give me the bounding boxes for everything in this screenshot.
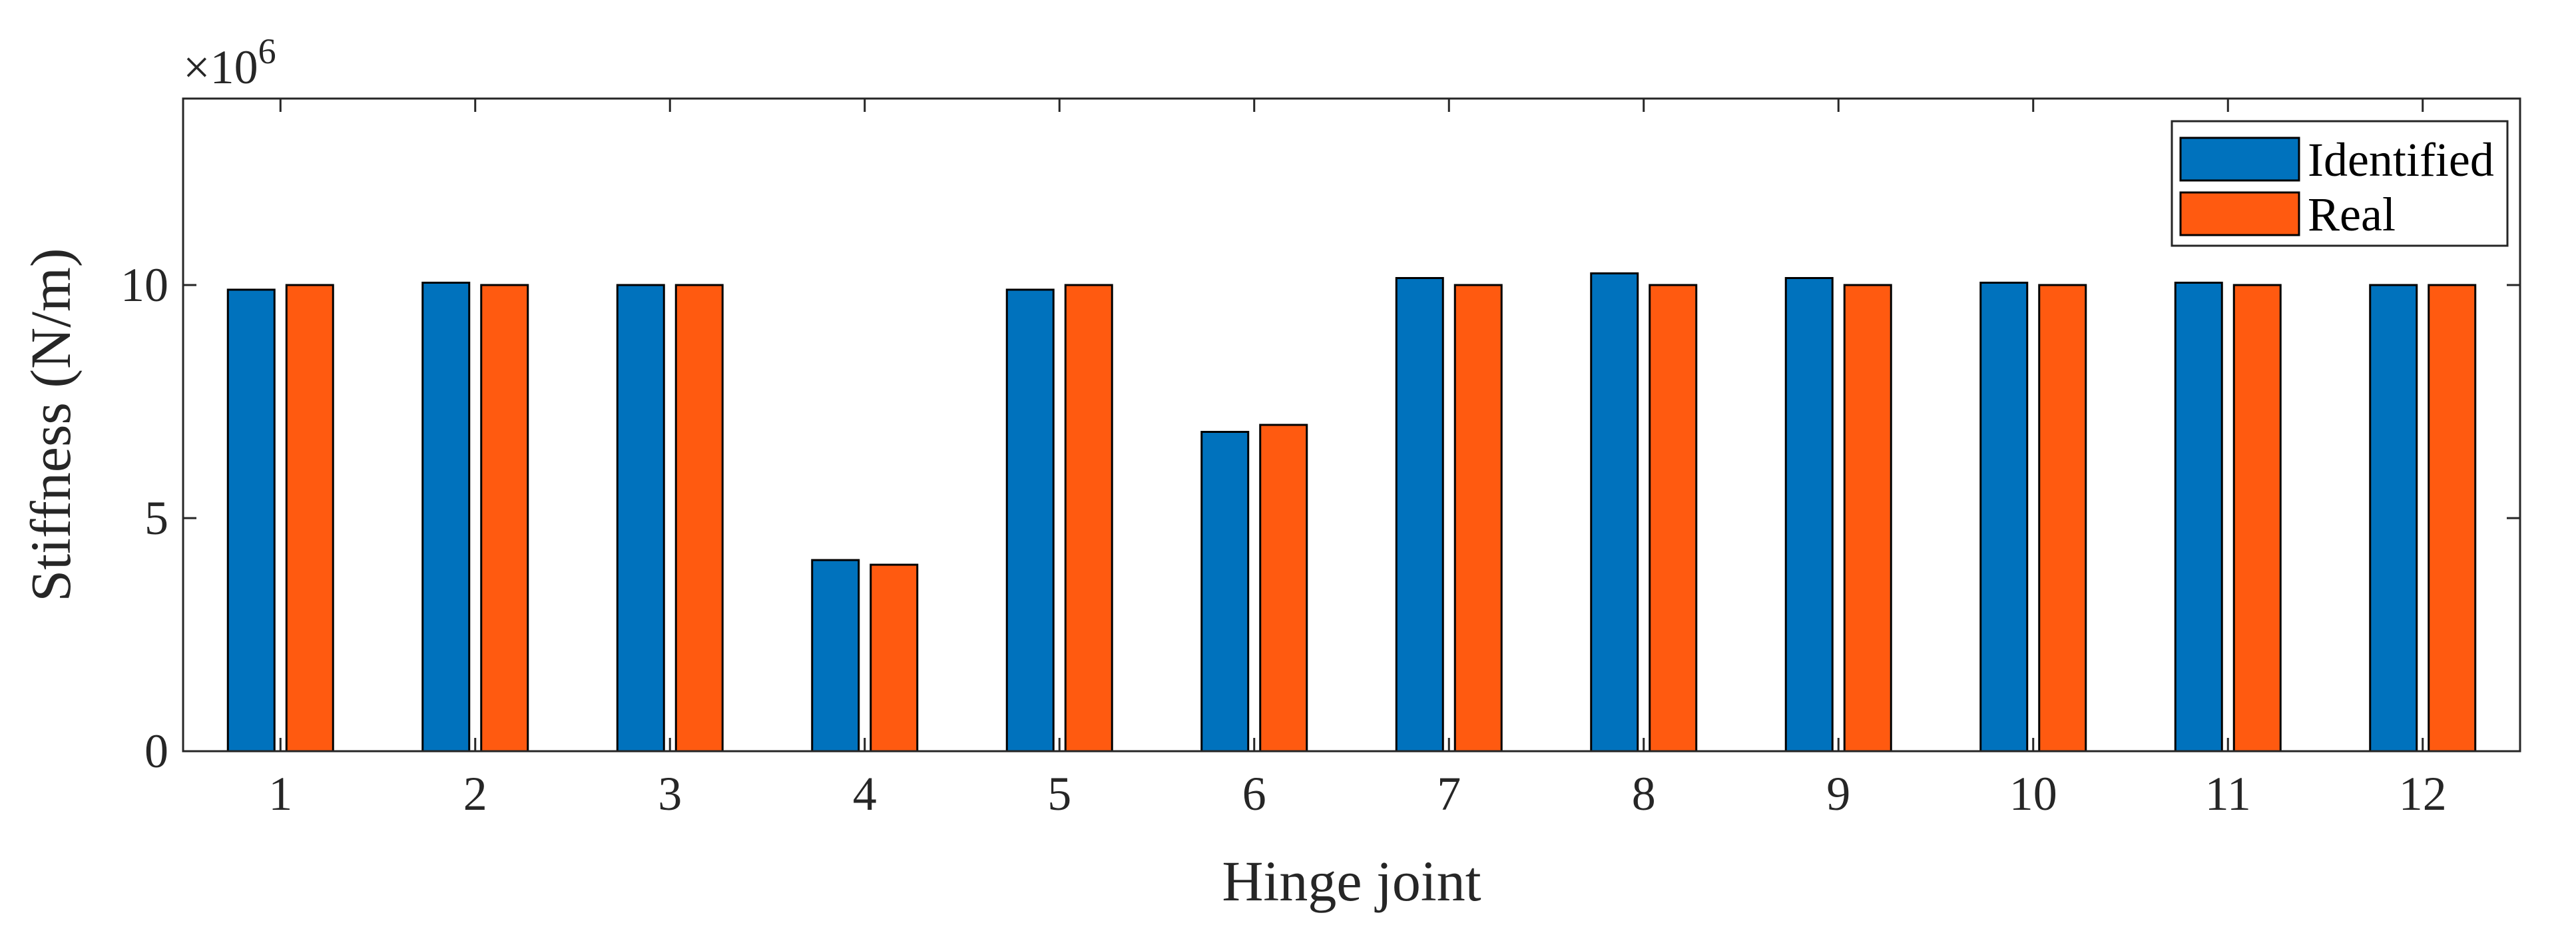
legend-swatch-identified xyxy=(2179,137,2300,182)
plot-background xyxy=(183,99,2520,751)
bar-identified-9 xyxy=(1784,277,1834,753)
bar-identified-1 xyxy=(226,288,276,753)
y-multiplier-exponent: 6 xyxy=(258,31,276,71)
bar-real-5 xyxy=(1064,284,1113,753)
bar-identified-11 xyxy=(2174,282,2223,753)
y-tick-label-10: 10 xyxy=(121,258,168,312)
y-multiplier: ×106 xyxy=(183,31,276,94)
x-axis-title: Hinge joint xyxy=(1222,849,1481,913)
y-tick-label-0: 0 xyxy=(144,725,168,778)
x-tick-label-5: 5 xyxy=(1047,767,1071,820)
x-tick-label-2: 2 xyxy=(463,767,487,820)
bar-identified-7 xyxy=(1395,277,1444,753)
bar-identified-12 xyxy=(2369,284,2418,753)
bar-identified-6 xyxy=(1200,431,1250,753)
bar-identified-4 xyxy=(811,559,860,753)
y-axis-title: Stiffness (N/m) xyxy=(19,248,83,601)
bar-identified-3 xyxy=(616,284,665,753)
bar-identified-5 xyxy=(1005,288,1055,753)
bar-real-9 xyxy=(1843,284,1892,753)
axes-group xyxy=(182,97,2521,753)
bar-real-7 xyxy=(1453,284,1503,753)
bar-real-10 xyxy=(2038,284,2087,753)
x-ticks-group: 1 2 3 4 5 6 7 8 9 10 11 12 xyxy=(268,99,2447,820)
x-tick-label-8: 8 xyxy=(1632,767,1656,820)
x-tick-label-9: 9 xyxy=(1826,767,1850,820)
bars-group xyxy=(226,272,2477,753)
legend-label-real: Real xyxy=(2308,188,2396,241)
x-tick-label-11: 11 xyxy=(2205,767,2251,820)
bar-real-3 xyxy=(674,284,724,753)
y-tick-label-5: 5 xyxy=(144,491,168,545)
bar-real-12 xyxy=(2428,284,2477,753)
x-tick-label-7: 7 xyxy=(1437,767,1461,820)
x-tick-label-4: 4 xyxy=(853,767,877,820)
x-tick-label-3: 3 xyxy=(658,767,682,820)
axes-box xyxy=(182,97,2521,753)
y-ticks-group: 0 5 10 xyxy=(121,258,2520,778)
bar-real-2 xyxy=(480,284,529,753)
x-tick-label-6: 6 xyxy=(1242,767,1266,820)
bar-real-1 xyxy=(285,284,334,753)
x-tick-label-12: 12 xyxy=(2399,767,2447,820)
plot-area xyxy=(183,99,2520,751)
bar-identified-2 xyxy=(421,282,471,753)
bar-real-8 xyxy=(1649,284,1698,753)
legend: Identified Real xyxy=(2171,120,2509,247)
bar-identified-10 xyxy=(1979,282,2029,753)
bar-real-11 xyxy=(2232,284,2282,753)
bar-identified-8 xyxy=(1590,272,1639,753)
x-tick-label-1: 1 xyxy=(268,767,292,820)
bar-real-6 xyxy=(1259,424,1308,753)
x-tick-label-10: 10 xyxy=(2009,767,2057,820)
bar-real-4 xyxy=(870,563,919,753)
legend-swatch-real xyxy=(2179,191,2300,236)
legend-label-identified: Identified xyxy=(2308,133,2494,186)
